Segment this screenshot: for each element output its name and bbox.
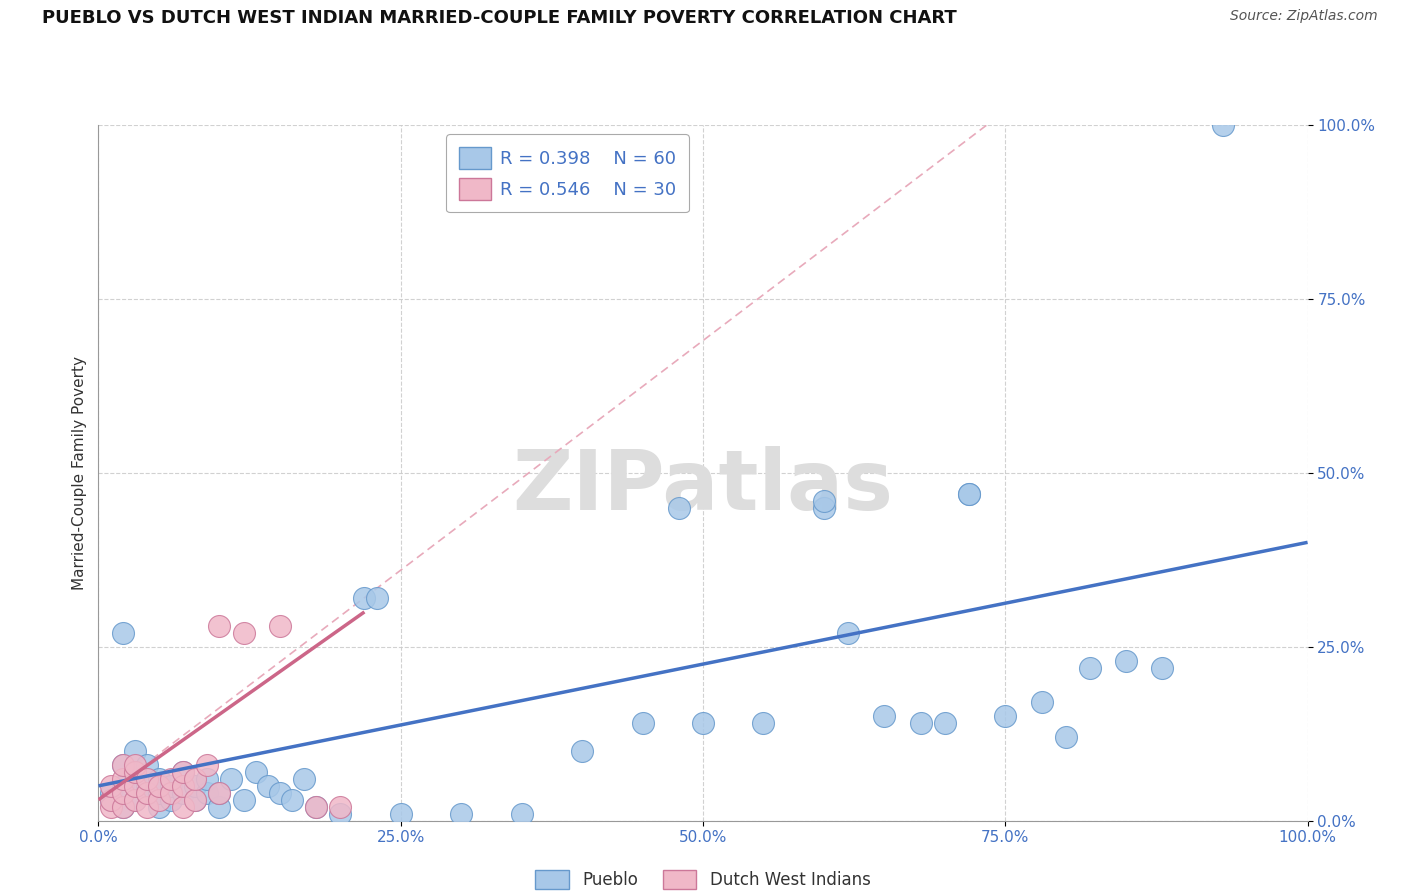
Point: [111, 799, 134, 814]
Point: [813, 493, 835, 508]
Point: [111, 758, 134, 772]
Point: [269, 786, 291, 800]
Point: [752, 716, 775, 731]
Point: [353, 591, 375, 605]
Text: ZIPatlas: ZIPatlas: [513, 446, 893, 527]
Point: [135, 786, 157, 800]
Point: [100, 793, 122, 807]
Point: [111, 779, 134, 793]
Point: [934, 716, 956, 731]
Point: [292, 772, 315, 786]
Point: [111, 758, 134, 772]
Point: [184, 793, 207, 807]
Point: [124, 764, 146, 779]
Point: [124, 744, 146, 758]
Point: [631, 716, 654, 731]
Point: [329, 799, 352, 814]
Point: [329, 806, 352, 821]
Point: [256, 779, 278, 793]
Point: [389, 806, 412, 821]
Point: [232, 625, 254, 640]
Point: [195, 772, 218, 786]
Point: [135, 779, 157, 793]
Point: [184, 772, 207, 786]
Point: [148, 793, 170, 807]
Point: [208, 786, 231, 800]
Point: [148, 799, 170, 814]
Point: [281, 793, 304, 807]
Point: [910, 716, 932, 731]
Point: [100, 799, 122, 814]
Text: PUEBLO VS DUTCH WEST INDIAN MARRIED-COUPLE FAMILY POVERTY CORRELATION CHART: PUEBLO VS DUTCH WEST INDIAN MARRIED-COUP…: [42, 9, 957, 27]
Point: [184, 779, 207, 793]
Point: [184, 793, 207, 807]
Legend: Pueblo, Dutch West Indians: Pueblo, Dutch West Indians: [529, 863, 877, 892]
Point: [124, 758, 146, 772]
Point: [111, 786, 134, 800]
Point: [160, 779, 183, 793]
Point: [450, 806, 472, 821]
Point: [111, 772, 134, 786]
Point: [366, 591, 388, 605]
Point: [1115, 654, 1137, 668]
Point: [124, 793, 146, 807]
Point: [957, 486, 980, 500]
Point: [1031, 695, 1053, 709]
Point: [1152, 660, 1174, 674]
Point: [195, 758, 218, 772]
Point: [305, 799, 328, 814]
Point: [813, 500, 835, 515]
Point: [245, 764, 267, 779]
Point: [135, 772, 157, 786]
Point: [148, 786, 170, 800]
Point: [111, 625, 134, 640]
Point: [172, 779, 194, 793]
Point: [221, 772, 243, 786]
Point: [269, 619, 291, 633]
Point: [124, 764, 146, 779]
Point: [668, 500, 690, 515]
Point: [510, 806, 533, 821]
Point: [160, 793, 183, 807]
Point: [100, 786, 122, 800]
Point: [873, 709, 896, 723]
Point: [172, 764, 194, 779]
Point: [148, 779, 170, 793]
Point: [957, 486, 980, 500]
Point: [124, 779, 146, 793]
Point: [100, 779, 122, 793]
Y-axis label: Married-Couple Family Poverty: Married-Couple Family Poverty: [72, 356, 87, 590]
Point: [172, 786, 194, 800]
Point: [160, 786, 183, 800]
Point: [100, 793, 122, 807]
Point: [124, 793, 146, 807]
Point: [208, 786, 231, 800]
Point: [571, 744, 593, 758]
Point: [994, 709, 1017, 723]
Point: [208, 799, 231, 814]
Point: [124, 772, 146, 786]
Point: [837, 625, 859, 640]
Point: [148, 772, 170, 786]
Point: [1212, 118, 1234, 132]
Point: [1054, 730, 1077, 744]
Point: [135, 786, 157, 800]
Point: [172, 799, 194, 814]
Point: [232, 793, 254, 807]
Point: [172, 764, 194, 779]
Point: [208, 619, 231, 633]
Point: [305, 799, 328, 814]
Point: [692, 716, 714, 731]
Text: Source: ZipAtlas.com: Source: ZipAtlas.com: [1230, 9, 1378, 23]
Point: [111, 799, 134, 814]
Point: [160, 772, 183, 786]
Point: [1078, 660, 1101, 674]
Point: [195, 786, 218, 800]
Point: [135, 758, 157, 772]
Point: [135, 799, 157, 814]
